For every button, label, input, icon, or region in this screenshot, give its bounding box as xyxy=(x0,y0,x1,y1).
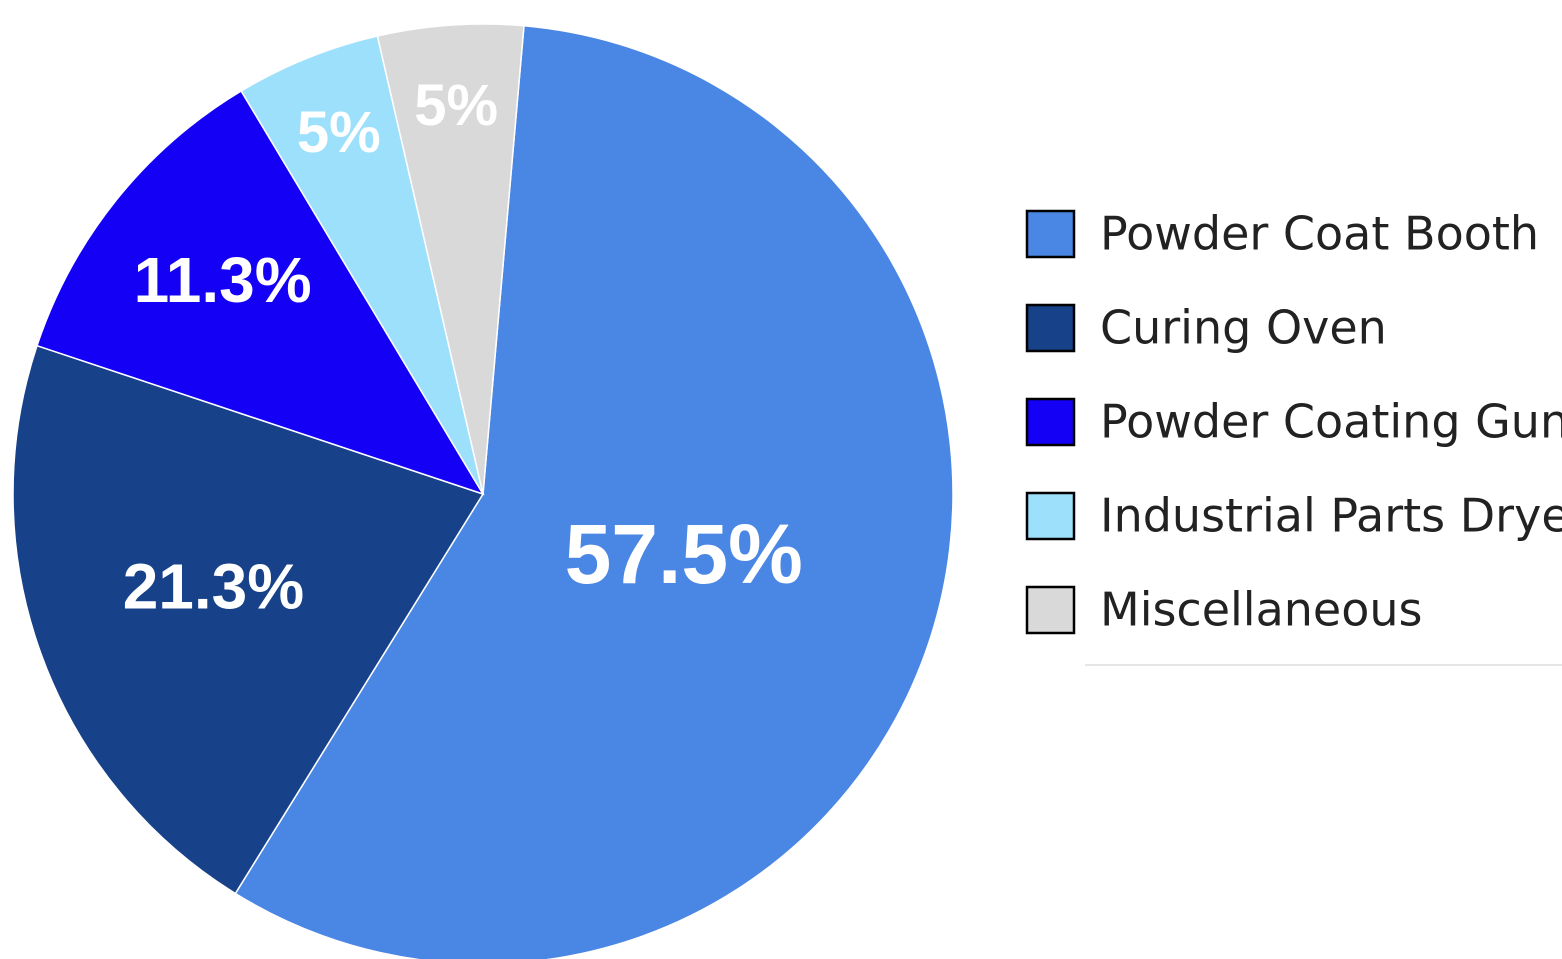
pie-slice xyxy=(240,35,484,495)
legend-label: Powder Coat Booth xyxy=(1100,207,1539,261)
legend-label: Curing Oven xyxy=(1100,301,1387,355)
legend-swatch xyxy=(1025,209,1076,259)
pie-slice xyxy=(36,89,485,496)
data-label: 5% xyxy=(414,73,498,138)
data-label: 21.3% xyxy=(123,551,304,623)
legend-swatch xyxy=(1025,491,1076,541)
legend-swatch xyxy=(1025,303,1076,353)
legend-label: Miscellaneous xyxy=(1100,583,1423,637)
legend-label: Powder Coating Gun xyxy=(1100,395,1562,449)
pie-slice xyxy=(12,344,485,895)
legend-label: Industrial Parts Dryer xyxy=(1100,489,1562,543)
pie-slice xyxy=(234,24,954,959)
data-label: 57.5% xyxy=(565,507,803,601)
legend-swatch xyxy=(1025,397,1076,447)
data-label: 5% xyxy=(297,100,381,165)
pie-slice xyxy=(376,23,525,495)
legend-swatch xyxy=(1025,585,1076,635)
data-label: 11.3% xyxy=(134,244,312,316)
